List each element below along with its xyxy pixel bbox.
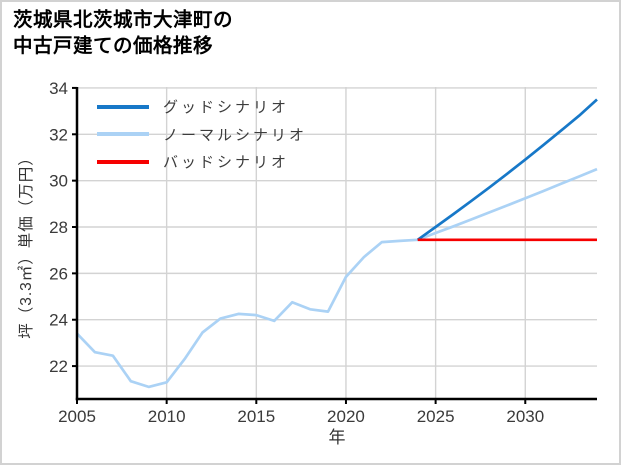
x-tick-label: 2020	[327, 407, 365, 426]
page-title: 茨城県北茨城市大津町の 中古戸建ての価格推移	[13, 8, 233, 59]
y-tick-label: 28	[49, 218, 68, 237]
y-tick-label: 32	[49, 125, 68, 144]
x-tick-label: 2025	[417, 407, 455, 426]
chart-legend: グッドシナリオ ノーマルシナリオ バッドシナリオ	[97, 93, 307, 176]
x-tick-label: 2015	[237, 407, 275, 426]
x-tick-label: 2010	[148, 407, 186, 426]
y-tick-label: 34	[49, 79, 68, 98]
y-tick-label: 22	[49, 357, 68, 376]
page-title-line1: 茨城県北茨城市大津町の	[13, 9, 234, 31]
y-axis-label: 坪（3.3㎡）単価（万円）	[18, 149, 35, 339]
legend-item-normal-scenario: ノーマルシナリオ	[97, 121, 307, 149]
legend-item-bad-scenario: バッドシナリオ	[97, 148, 307, 176]
series-line-1	[76, 167, 598, 389]
legend-label-bad-scenario: バッドシナリオ	[163, 154, 290, 172]
x-tick-label: 2005	[58, 407, 96, 426]
legend-label-normal-scenario: ノーマルシナリオ	[163, 126, 308, 144]
x-axis-label: 年	[328, 428, 346, 447]
y-tick-label: 26	[49, 264, 68, 283]
page-title-line2: 中古戸建ての価格推移	[13, 34, 214, 57]
good-scenario-line-icon	[97, 104, 149, 109]
y-tick-label: 24	[49, 311, 68, 330]
legend-label-good-scenario: グッドシナリオ	[163, 99, 290, 117]
legend-item-good-scenario: グッドシナリオ	[97, 93, 307, 121]
normal-scenario-line-icon	[97, 132, 149, 137]
x-tick-label: 2030	[506, 407, 544, 426]
bad-scenario-line-icon	[97, 159, 149, 164]
y-tick-label: 30	[49, 172, 68, 191]
series-line-0	[416, 98, 598, 241]
